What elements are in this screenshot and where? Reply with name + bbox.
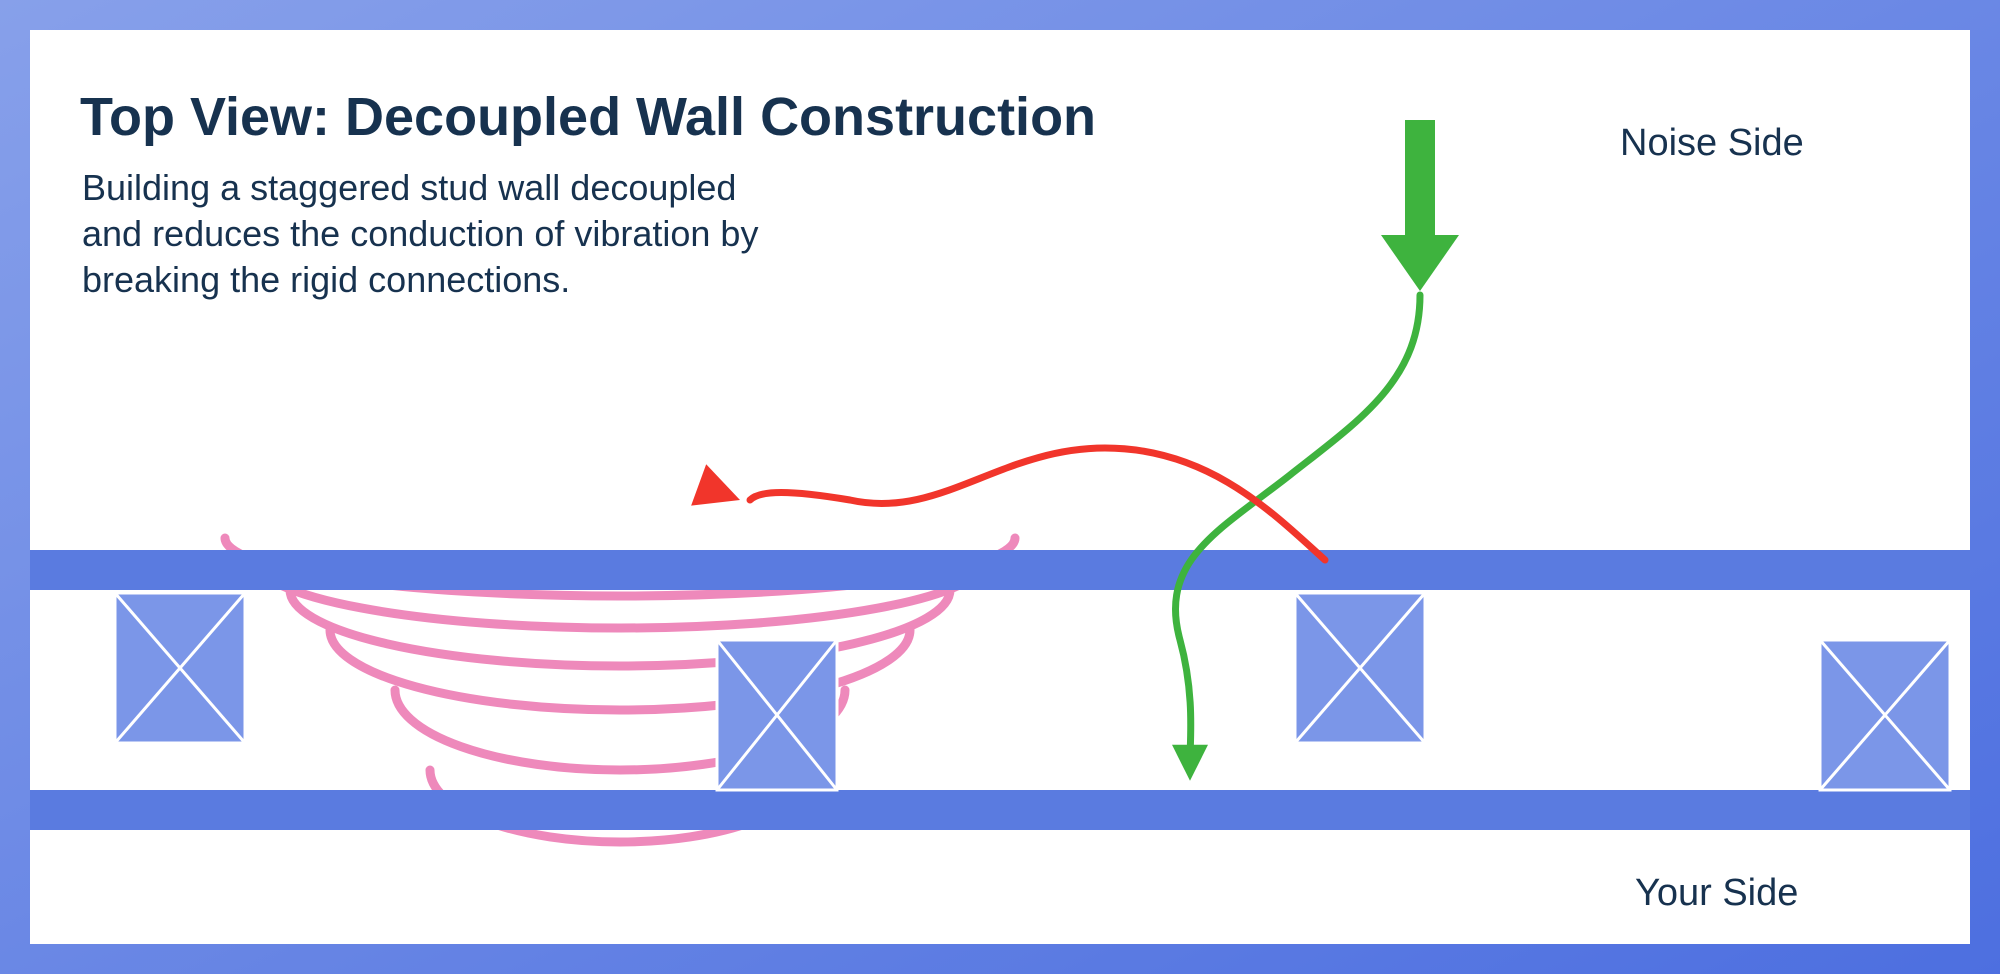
stud: [1820, 640, 1950, 790]
diagram-svg: Top View: Decoupled Wall Construction Bui…: [0, 0, 2000, 974]
stud: [717, 640, 837, 790]
diagram-description-line: Building a staggered stud wall decoupled: [82, 167, 736, 208]
diagram-container: Top View: Decoupled Wall Construction Bui…: [0, 0, 2000, 974]
stud: [1295, 593, 1425, 743]
noise-side-label: Noise Side: [1620, 122, 1804, 164]
diagram-description-line: breaking the rigid connections.: [82, 259, 570, 300]
your-side-label: Your Side: [1635, 872, 1798, 914]
stud: [115, 593, 245, 743]
bottom-plate: [30, 790, 1970, 830]
top-plate: [30, 550, 1970, 590]
diagram-description-line: and reduces the conduction of vibration …: [82, 213, 758, 254]
diagram-title: Top View: Decoupled Wall Construction: [80, 87, 1096, 147]
